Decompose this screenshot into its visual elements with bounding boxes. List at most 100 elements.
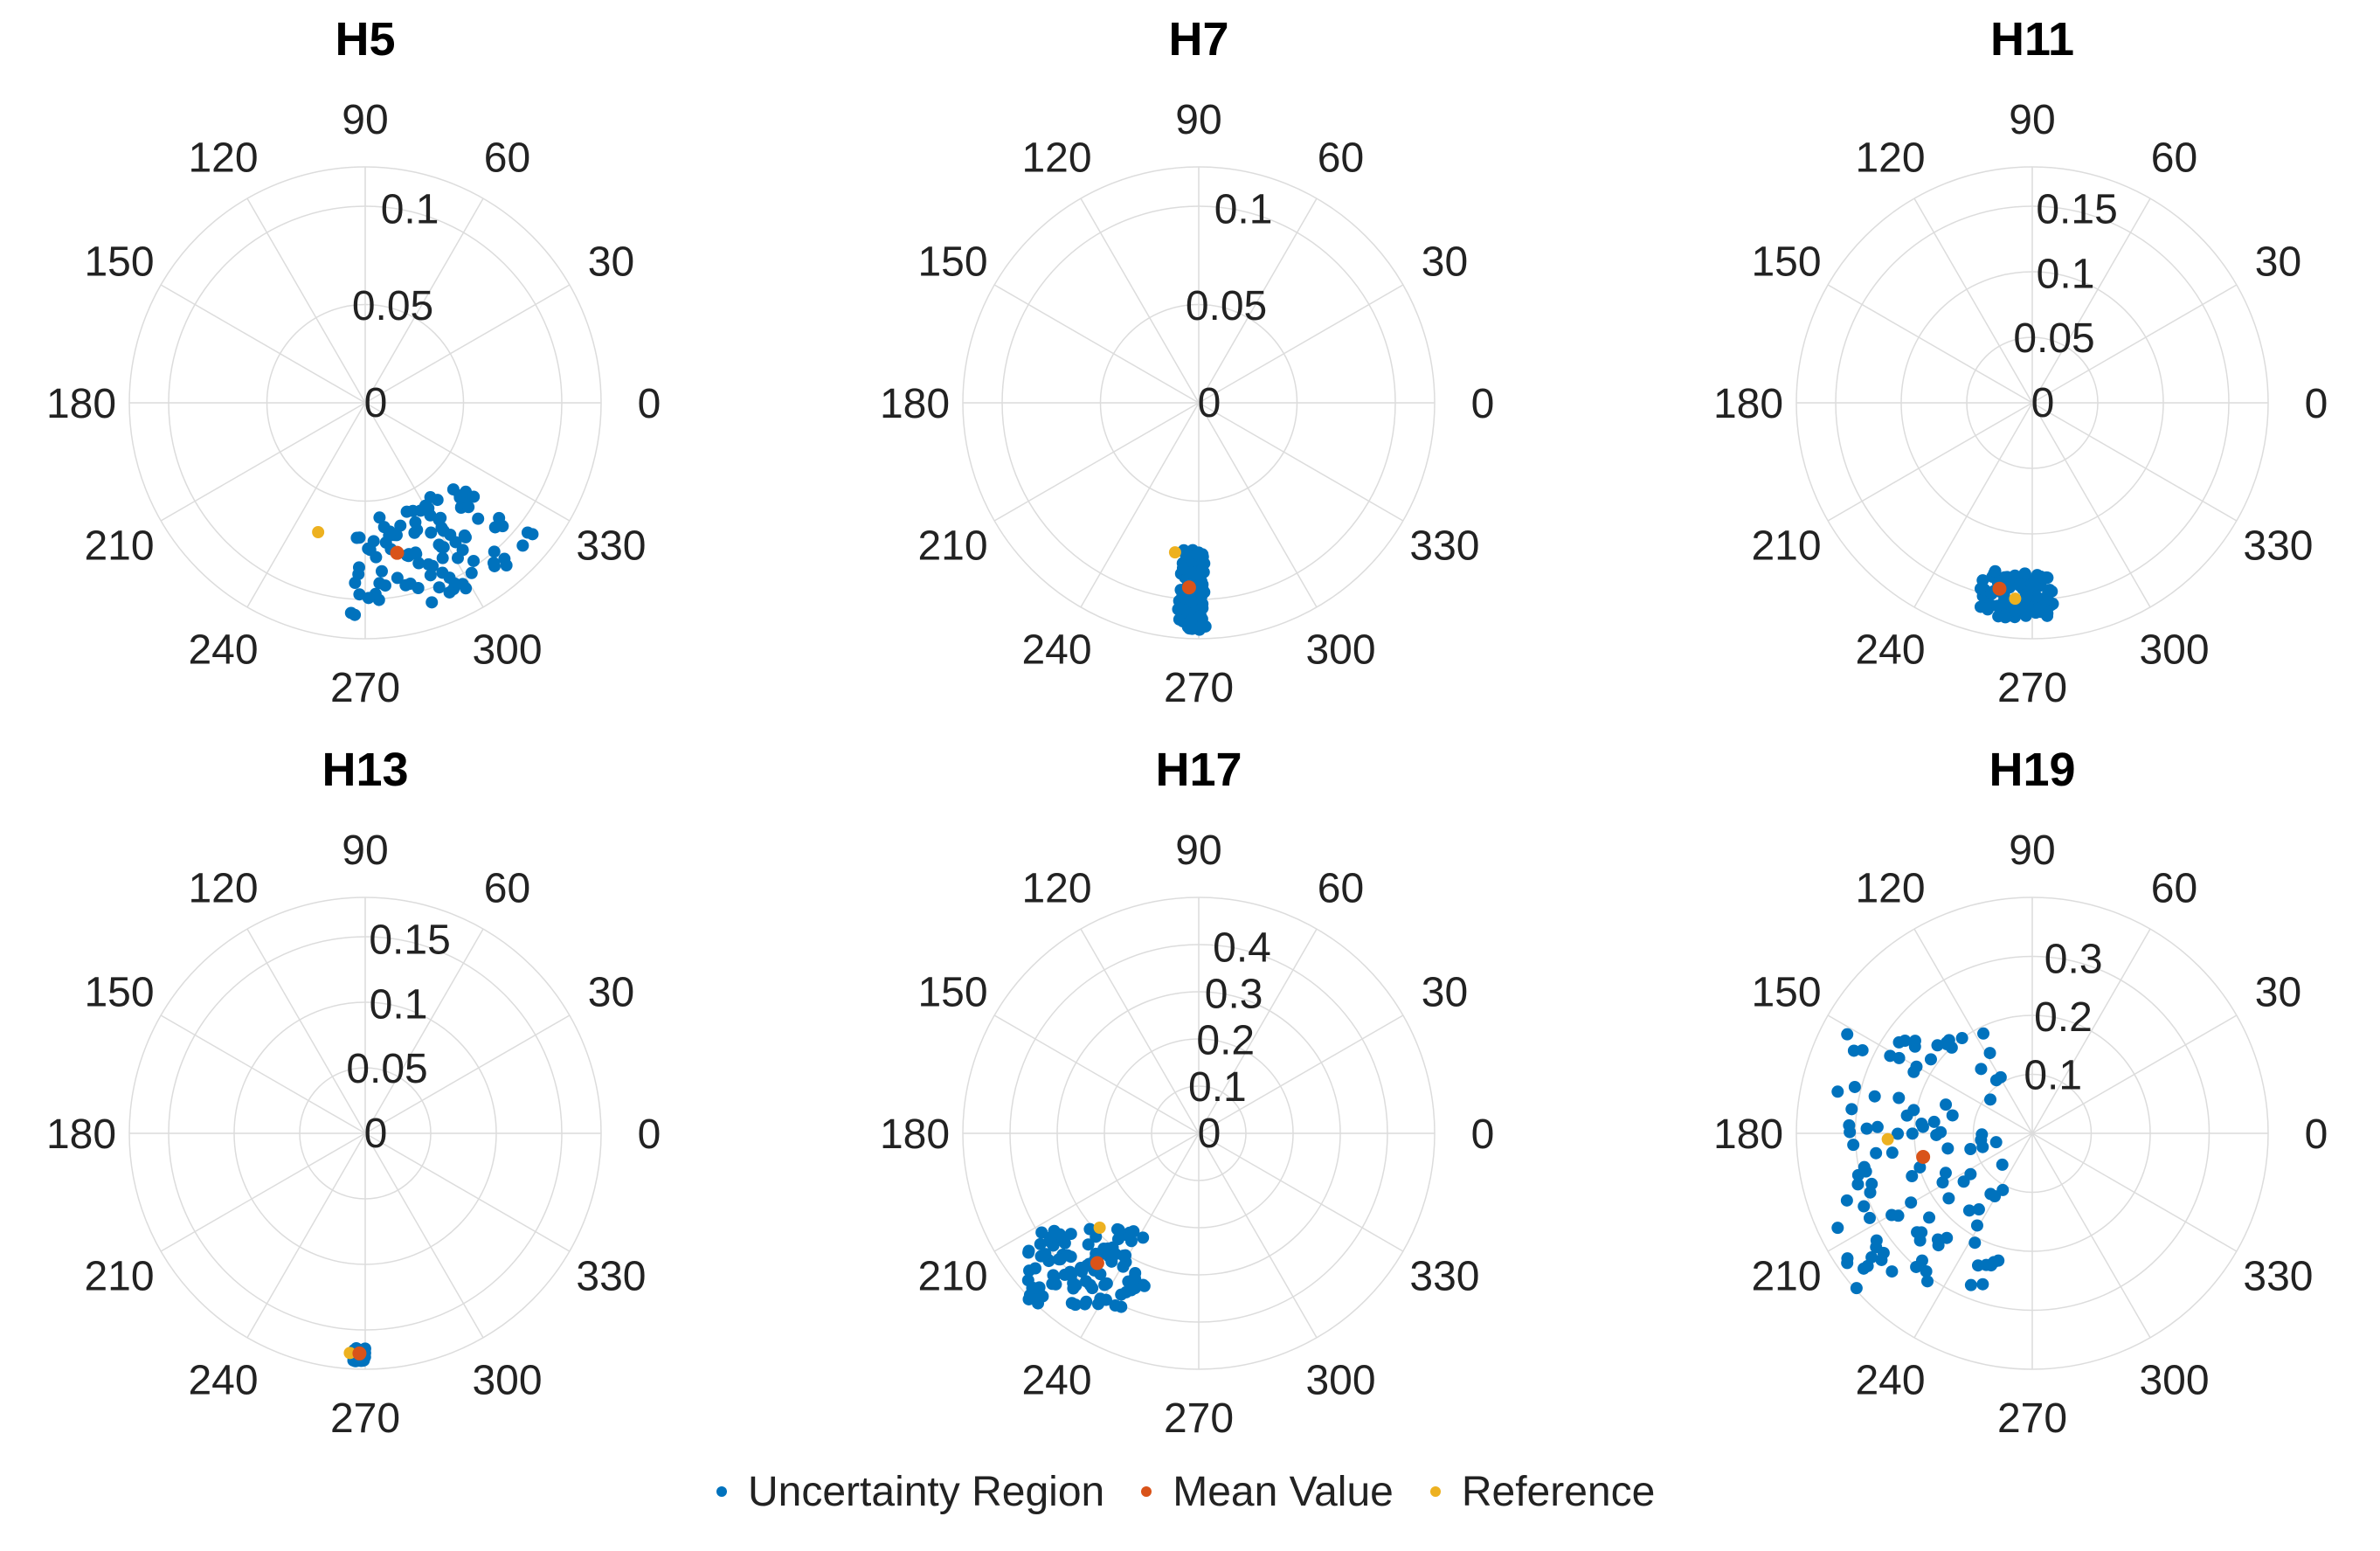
uncertainty-point — [1186, 595, 1199, 608]
uncertainty-point — [1885, 1265, 1899, 1278]
uncertainty-point — [1865, 1250, 1878, 1264]
uncertainty-point — [1984, 1093, 1997, 1106]
uncertainty-point — [1962, 1204, 1975, 1217]
uncertainty-point — [1138, 1279, 1151, 1292]
uncertainty-point — [1870, 1234, 1883, 1247]
grid-spoke — [160, 1014, 366, 1134]
uncertainty-point — [1964, 1142, 1977, 1155]
theta-tick-label-0: 0 — [638, 1111, 661, 1158]
mean-point — [1090, 1256, 1104, 1271]
r-tick-label: 0.1 — [1188, 1064, 1247, 1111]
theta-tick-label-270: 270 — [1997, 665, 2067, 711]
uncertainty-point — [402, 550, 415, 563]
uncertainty-point — [400, 505, 413, 518]
subplot-title: H7 — [1168, 13, 1228, 66]
uncertainty-point — [1976, 1277, 1989, 1291]
uncertainty-point — [1984, 1187, 1997, 1201]
grid-spoke — [2031, 197, 2151, 404]
uncertainty-point — [352, 561, 365, 574]
uncertainty-point — [498, 552, 511, 565]
legend: Uncertainty Region Mean Value Reference — [716, 1461, 1655, 1522]
theta-tick-label-120: 120 — [188, 135, 258, 182]
uncertainty-point — [1865, 1177, 1878, 1190]
grid-spoke — [2031, 1014, 2238, 1134]
theta-tick-label-120: 120 — [1855, 135, 1925, 182]
theta-tick-label-150: 150 — [917, 239, 987, 286]
grid-spoke — [2031, 402, 2238, 522]
uncertainty-point — [1127, 1225, 1140, 1238]
uncertainty-point — [1841, 1028, 1854, 1041]
uncertainty-point — [1968, 1236, 1982, 1250]
uncertainty-point — [1931, 1039, 1944, 1052]
grid-spoke — [246, 197, 366, 404]
uncertainty-point — [1892, 1127, 1905, 1140]
uncertainty-point — [460, 582, 473, 595]
uncertainty-point — [1899, 1035, 1912, 1048]
r-tick-label: 0 — [1198, 380, 1221, 426]
uncertainty-point — [1921, 1275, 1934, 1288]
theta-tick-label-270: 270 — [330, 665, 400, 711]
grid-spoke — [1827, 284, 2033, 404]
uncertainty-point — [1054, 1228, 1067, 1241]
grid-spoke — [160, 402, 366, 522]
theta-tick-label-120: 120 — [1021, 866, 1091, 912]
uncertainty-point — [1877, 1246, 1890, 1259]
theta-tick-label-90: 90 — [342, 97, 388, 143]
uncertainty-point — [1083, 1222, 1097, 1236]
grid-spoke — [2031, 928, 2151, 1134]
r-tick-label: 0.1 — [381, 186, 439, 232]
theta-tick-label-210: 210 — [84, 523, 154, 570]
grid-spoke — [1827, 402, 2033, 522]
uncertainty-point — [350, 531, 363, 544]
uncertainty-point — [2035, 604, 2048, 617]
theta-tick-label-300: 300 — [472, 627, 542, 673]
uncertainty-point — [488, 545, 501, 558]
uncertainty-point — [1850, 1282, 1863, 1295]
uncertainty-point — [1906, 1170, 1919, 1183]
theta-tick-label-240: 240 — [1021, 627, 1091, 673]
reference-point — [1881, 1132, 1894, 1146]
theta-tick-label-180: 180 — [46, 1111, 116, 1158]
uncertainty-point — [2020, 591, 2033, 604]
uncertainty-point — [1112, 1223, 1125, 1236]
uncertainty-point — [462, 501, 475, 514]
uncertainty-point — [465, 566, 478, 579]
uncertainty-point — [1988, 1256, 2001, 1269]
theta-tick-label-120: 120 — [188, 866, 258, 912]
uncertainty-point — [1920, 1264, 1933, 1277]
uncertainty-point — [1065, 1297, 1078, 1310]
uncertainty-point — [1841, 1252, 1854, 1265]
uncertainty-point — [1871, 1120, 1884, 1133]
grid-spoke — [2031, 1132, 2238, 1252]
uncertainty-point — [1970, 1219, 1983, 1232]
grid-spoke — [364, 284, 571, 404]
theta-tick-label-270: 270 — [330, 1395, 400, 1442]
uncertainty-point — [349, 577, 362, 590]
polar-plot-h19: 0 30 60 90 120 150 180 210 240 270 300 330 0.1 0.2 0.3… — [1713, 744, 2328, 1442]
theta-tick-label-60: 60 — [1318, 135, 1364, 182]
uncertainty-point — [1974, 600, 1987, 613]
grid-spoke — [1198, 197, 1318, 404]
uncertainty-point — [1989, 564, 2002, 578]
uncertainty-point — [1190, 547, 1203, 560]
uncertainty-point — [456, 544, 469, 557]
uncertainty-point — [1932, 1239, 1945, 1252]
uncertainty-point — [1892, 1051, 1906, 1064]
grid-spoke — [1080, 928, 1200, 1134]
r-tick-label: 0.05 — [1186, 283, 1267, 329]
grid-spoke — [993, 284, 1200, 404]
theta-tick-label-180: 180 — [880, 1111, 950, 1158]
uncertainty-point — [1868, 1090, 1881, 1103]
uncertainty-point — [436, 551, 449, 564]
theta-tick-label-90: 90 — [1175, 827, 1221, 874]
grid-spoke — [1198, 402, 1404, 522]
theta-tick-label-240: 240 — [1855, 627, 1925, 673]
legend-marker-uncertainty — [716, 1486, 727, 1497]
uncertainty-point — [1052, 1253, 1065, 1266]
uncertainty-point — [1930, 1128, 1943, 1141]
uncertainty-point — [1940, 1098, 1953, 1111]
uncertainty-point — [373, 577, 386, 590]
uncertainty-point — [1964, 1278, 1977, 1291]
theta-tick-label-210: 210 — [917, 523, 987, 570]
uncertainty-point — [1908, 1035, 1921, 1048]
